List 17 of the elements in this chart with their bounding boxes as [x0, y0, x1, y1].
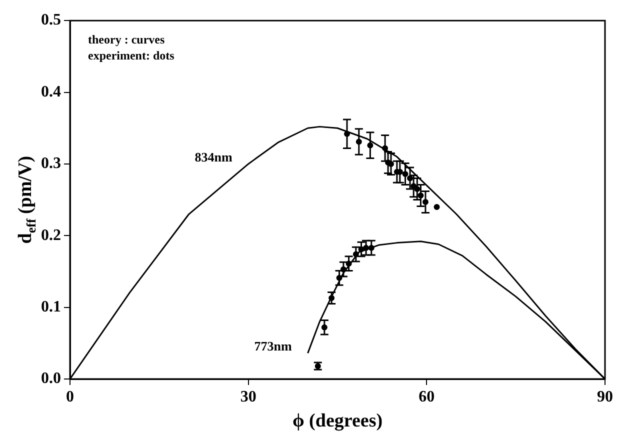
annotation: experiment: dots: [88, 48, 175, 63]
annotation: theory : curves: [88, 32, 165, 47]
x-tick-label: 0: [66, 388, 74, 406]
series-label: 834nm: [194, 149, 232, 164]
x-tick-label: 90: [597, 388, 613, 406]
y-tick-label: 0.5: [41, 12, 61, 29]
y-tick-label: 0.2: [41, 226, 61, 244]
y-tick-label: 0.3: [41, 155, 61, 172]
point: [434, 204, 440, 210]
x-axis-title: ϕ (degrees): [292, 410, 383, 432]
y-axis-title: deff (pm/V): [14, 156, 38, 244]
x-tick-label: 60: [418, 388, 435, 406]
y-tick-label: 0.0: [41, 370, 61, 388]
y-tick-label: 0.1: [41, 298, 61, 316]
x-tick-label: 30: [240, 388, 256, 406]
y-tick-label: 0.4: [41, 83, 61, 100]
series-label: 773nm: [254, 338, 292, 354]
